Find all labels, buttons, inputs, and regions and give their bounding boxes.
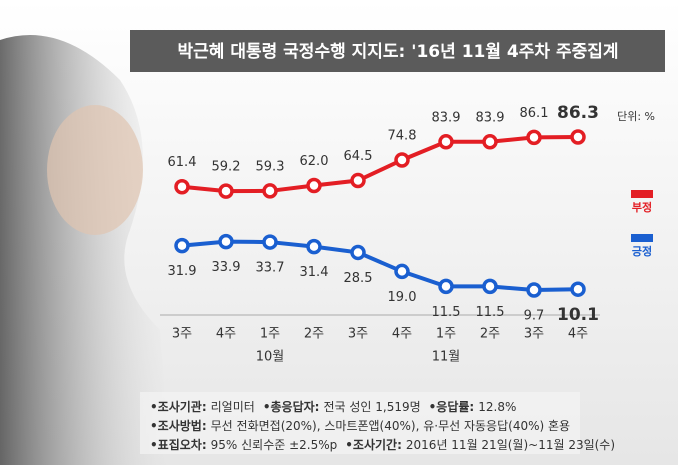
series-line [181, 239, 579, 293]
point [482, 134, 498, 150]
value-label: 19.0 [388, 290, 417, 305]
value-label: 61.4 [168, 155, 197, 170]
x-tick-label: 2주 [480, 327, 500, 342]
x-tick-label: 3주 [348, 327, 368, 342]
note-label: •조사기관: [150, 399, 207, 414]
value-label: 10.1 [557, 305, 599, 325]
point [218, 233, 234, 250]
point [438, 134, 454, 150]
point [438, 278, 454, 295]
point [174, 178, 190, 195]
value-label: 64.5 [344, 149, 373, 164]
x-tick-label: 2주 [304, 327, 324, 342]
point [262, 234, 278, 250]
note-line: •조사기관: 리얼미터 •총응답자: 전국 성인 1,519명 •응답률: 12.8% [150, 399, 516, 414]
note-text: 리얼미터 [211, 400, 255, 414]
point [306, 177, 322, 194]
note-line: •조사방법: 무선 전화면접(20%), 스마트폰앱(40%), 유·무선 자동응… [150, 418, 570, 433]
value-label: 86.3 [557, 103, 599, 123]
value-label: 11.5 [432, 305, 461, 320]
unit: 단위: % [617, 110, 655, 123]
value-label: 9.7 [524, 309, 545, 324]
point [394, 263, 410, 280]
x-tick-label: 3주 [172, 327, 192, 342]
note-line: •표집오차: 95% 신뢰수준 ±2.5%p •조사기간: 2016년 11월 21일… [150, 437, 615, 452]
title-bar [130, 30, 665, 72]
value-label: 59.2 [212, 160, 241, 175]
legend-swatch [631, 234, 653, 242]
value-label: 83.9 [476, 110, 505, 125]
x-tick-label: 1주 [436, 327, 456, 342]
legend-label: 긍정 [632, 244, 652, 258]
x-tick-label: 1주 [260, 327, 280, 342]
point [350, 172, 366, 189]
month-label: 11월 [432, 350, 461, 365]
value-label: 28.5 [344, 271, 373, 286]
value-label: 83.9 [432, 110, 461, 125]
note-text: 95% 신뢰수준 ±2.5%p [211, 438, 338, 452]
photo-face [47, 105, 143, 235]
value-label: 11.5 [476, 305, 505, 320]
legend-label: 부정 [632, 200, 652, 214]
x-tick-label: 3주 [524, 327, 544, 342]
value-label: 33.7 [256, 261, 285, 276]
point [306, 238, 322, 255]
note-text: 2016년 11월 21일(월)~11월 23일(수) [406, 438, 615, 452]
note-label: •응답률: [429, 399, 475, 414]
value-label: 62.0 [300, 154, 329, 169]
notes-box [140, 392, 580, 454]
point [570, 281, 586, 297]
point [350, 244, 366, 261]
value-label: 31.4 [300, 265, 329, 280]
x-tick-label: 4주 [392, 327, 412, 342]
value-label: 31.9 [168, 264, 197, 279]
point [482, 278, 498, 295]
note-label: •총응답자: [263, 399, 320, 414]
value-label: 59.3 [256, 159, 285, 174]
point [394, 152, 410, 168]
value-label: 33.9 [212, 260, 241, 275]
note-label: •조사방법: [150, 418, 207, 433]
value-label: 74.8 [388, 128, 417, 143]
value-label: 86.1 [520, 106, 549, 121]
point [526, 129, 542, 146]
chart-title: 박근혜 대통령 국정수행 지지도: '16년 11월 4주차 주중집계 [177, 41, 618, 62]
note-label: •조사기간: [345, 437, 402, 452]
point [262, 183, 278, 199]
month-label: 10월 [256, 350, 285, 365]
note-text: 12.8% [478, 400, 516, 414]
series-line [181, 135, 579, 194]
x-tick-label: 4주 [568, 327, 588, 342]
point [526, 282, 542, 298]
point [174, 237, 190, 254]
x-tick-label: 4주 [216, 327, 236, 342]
point [570, 129, 586, 145]
note-text: 무선 전화면접(20%), 스마트폰앱(40%), 유·무선 자동응답(40%)… [211, 419, 570, 433]
point [218, 183, 234, 199]
note-label: •표집오차: [150, 437, 207, 452]
note-text: 전국 성인 1,519명 [323, 400, 420, 414]
legend-swatch [631, 190, 653, 198]
